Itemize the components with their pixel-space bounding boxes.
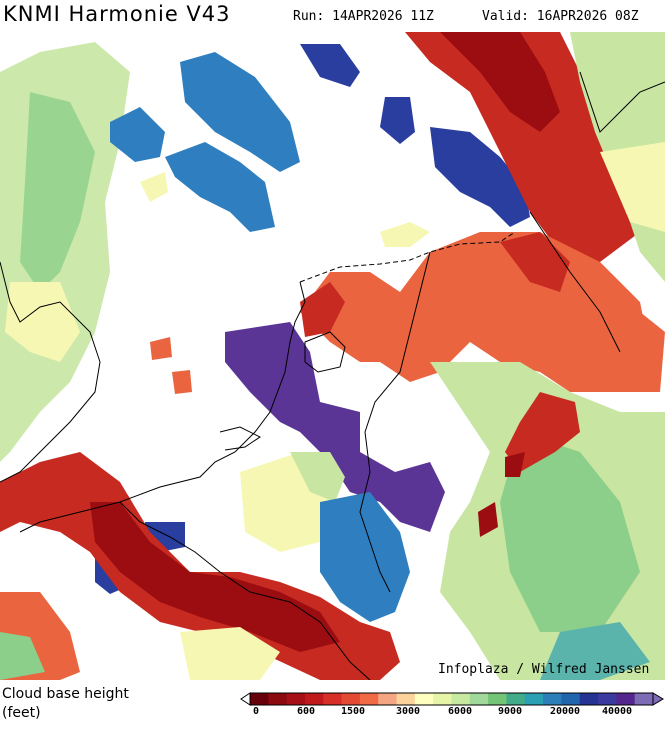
cloud-area-south-yellow [180,627,280,680]
colorbar-swatch [451,693,471,705]
model-title: KNMI Harmonie V43 [3,2,231,26]
ijsselmeer [304,331,346,373]
cloud-area-north-blue-2 [110,107,165,162]
colorbar-swatch [469,693,489,705]
cloud-area-southeast-deep-red [505,452,525,477]
legend-label-line1: Cloud base height [2,686,129,702]
run-time: Run: 14APR2026 11Z [293,9,434,24]
colorbar-tick-label: 600 [296,706,316,717]
cloud-area-central-red [300,282,345,337]
cloud-area-small-red-1 [150,337,172,360]
colorbar-tick-label: 1500 [340,706,366,717]
cloud-area-purple [225,322,445,532]
colorbar-left-cap [240,692,251,706]
cloud-area-north-yellow-2 [380,222,430,247]
colorbar-swatch [250,693,269,705]
credit-text: Infoplaza / Wilfred Janssen [438,662,650,677]
colorbar-swatch [506,693,526,705]
cloud-area-south-green-left [0,632,45,680]
colorbar-swatch [323,693,343,705]
cloud-area-east-orange-lower [570,312,665,392]
colorbar-swatch [396,693,416,705]
cloud-area-north-blue-5 [380,97,415,144]
colorbar-outline [249,692,654,706]
cloud-area-south-blue [320,492,410,622]
legend-label-line2: (feet) [2,705,41,721]
colorbar-swatch [433,693,452,705]
colorbar-swatch [524,693,544,705]
colorbar-swatch [579,693,599,705]
colorbar-right-cap [652,692,664,706]
colorbar-swatch [634,693,654,705]
colorbar-swatch [598,693,617,705]
colorbar-swatch [414,693,434,705]
colorbar-tick-label: 3000 [395,706,421,717]
cloud-area-south-deep-red [90,502,340,652]
coast-denmark [579,71,665,133]
colorbar-swatch [616,693,636,705]
border-nl-de [359,251,431,593]
cloud-area-west-green-dark [20,92,95,292]
cloud-area-northeast-deep-red [440,32,560,132]
cloud-area-north-blue-3 [165,142,275,232]
colorbar-swatch [543,693,562,705]
colorbar-tick-label: 0 [252,706,260,717]
colorbar-swatch [268,693,288,705]
cloud-area-southeast-teal [540,622,650,680]
valid-time: Valid: 16APR2026 08Z [482,9,639,24]
cloud-area-north-yellow [140,172,168,202]
legend: Cloud base height (feet) 0 600 1500 3000 600… [0,681,665,735]
coastline-wadden [299,231,516,283]
cloud-area-east-red-patch [500,232,570,292]
colorbar-swatch [286,693,306,705]
cloud-area-north-blue-1 [180,52,300,172]
border-germany-east [529,211,621,353]
forecast-map [0,32,665,680]
colorbar-swatch [561,693,581,705]
cloud-area-belgium-green [290,452,345,502]
cloud-area-southeast-red-streak [505,392,580,472]
colorbar-swatch [359,693,379,705]
coastline-uk [0,261,101,483]
colorbar-swatch [378,693,398,705]
cloud-area-north-blue-6 [430,127,530,227]
colorbar-tick-label: 40000 [601,706,633,717]
coastline-nl-belgium [19,281,306,533]
colorbar-swatch [488,693,507,705]
scheldt-estuary [219,426,261,451]
cloud-area-southeast-green-dark [500,432,640,632]
colorbar-swatch [341,693,361,705]
colorbar-tick-label: 20000 [549,706,581,717]
colorbar-ticks: 0 600 1500 3000 6000 9000 20000 40000 [240,706,660,720]
header: KNMI Harmonie V43 Run: 14APR2026 11Z Val… [0,0,665,32]
colorbar-tick-label: 6000 [447,706,473,717]
coastlines [0,71,665,680]
cloud-area-north-blue-4 [300,44,360,87]
colorbar [240,692,664,706]
cloud-area-southeast-red-dot [478,502,498,537]
colorbar-tick-label: 9000 [497,706,523,717]
legend-label: Cloud base height (feet) [2,685,129,723]
cloud-area-northeast-yellow [600,142,665,232]
cloud-area-small-red-2 [172,370,192,394]
colorbar-swatch [304,693,324,705]
cloud-area-northeast-red [405,32,640,262]
border-belgium-france [119,501,371,680]
cloud-area-west-yellow [5,282,80,362]
